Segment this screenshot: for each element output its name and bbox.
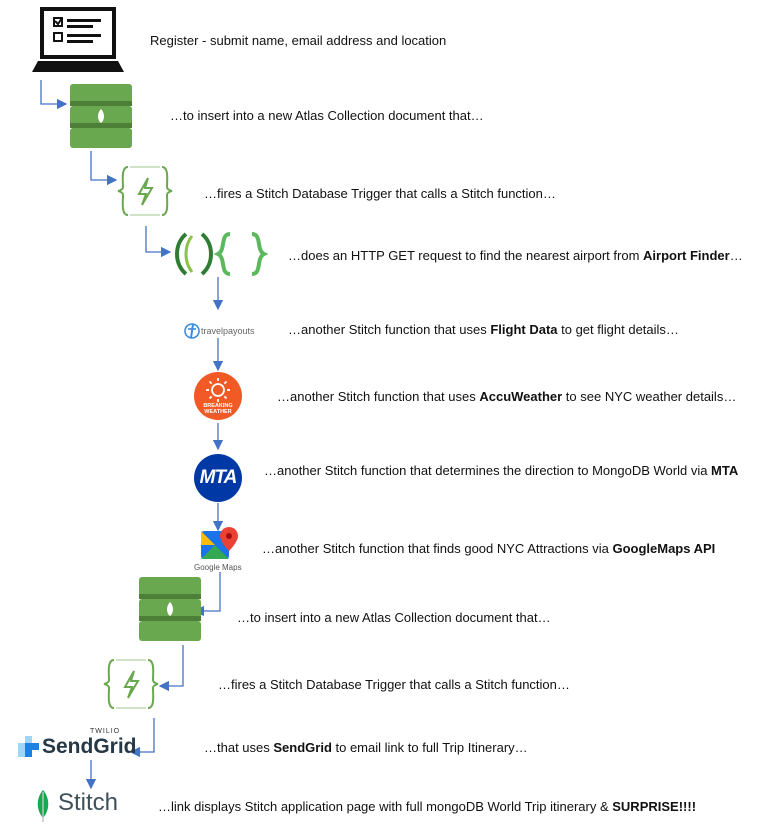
step-accuweather: …another Stitch function that uses AccuW… — [277, 389, 737, 404]
arrow-atlas-to-trigger-2 — [158, 645, 184, 692]
mta-label: MTA — [199, 467, 238, 488]
travelpayouts-logo-icon: travelpayouts — [184, 321, 256, 343]
step-mta: …another Stitch function that determines… — [264, 463, 739, 478]
arrow-atlas-to-trigger — [90, 151, 118, 186]
step-flight-data: …another Stitch function that uses Fligh… — [288, 322, 679, 337]
step-googlemaps: …another Stitch function that finds good… — [262, 541, 716, 556]
stitch-logo-icon: Stitch — [36, 788, 130, 824]
laptop-form-icon — [32, 6, 124, 72]
step-sendgrid: …that uses SendGrid to email link to ful… — [204, 740, 528, 755]
breaking-label: BREAKING — [203, 403, 233, 409]
step-trigger-1: …fires a Stitch Database Trigger that ca… — [204, 186, 556, 201]
stitch-function-icon — [172, 230, 269, 278]
twilio-label: TWILIO — [90, 728, 121, 735]
sendgrid-label: SendGrid — [42, 735, 137, 758]
arrow-googlemaps-to-atlas — [193, 572, 221, 617]
step-stitch: …link displays Stitch application page w… — [158, 799, 697, 814]
arrow-trigger-to-sendgrid — [129, 718, 155, 758]
atlas-database-icon-2 — [139, 577, 201, 641]
google-maps-label: Google Maps — [194, 563, 242, 572]
weather-label: WEATHER — [204, 409, 232, 415]
atlas-database-icon — [70, 84, 132, 148]
accuweather-breaking-weather-icon: BREAKING WEATHER — [194, 372, 242, 420]
stitch-trigger-icon — [116, 161, 174, 221]
stitch-trigger-icon-2 — [102, 654, 160, 714]
step-atlas-insert-2: …to insert into a new Atlas Collection d… — [237, 610, 551, 625]
arrow-trigger-to-function — [145, 226, 172, 258]
arrow-register-to-atlas — [40, 80, 68, 110]
step-atlas-insert-1: …to insert into a new Atlas Collection d… — [170, 108, 484, 123]
mta-logo-icon: MTA — [194, 454, 242, 502]
stitch-label: Stitch — [58, 789, 119, 816]
step-register: Register - submit name, email address an… — [150, 33, 447, 48]
travelpayouts-label: travelpayouts — [201, 326, 255, 336]
google-maps-logo-icon: Google Maps — [194, 527, 244, 575]
step-http-get: …does an HTTP GET request to find the ne… — [288, 248, 743, 263]
sendgrid-logo-icon: TWILIO SendGrid — [18, 728, 137, 760]
step-trigger-2: …fires a Stitch Database Trigger that ca… — [218, 677, 570, 692]
